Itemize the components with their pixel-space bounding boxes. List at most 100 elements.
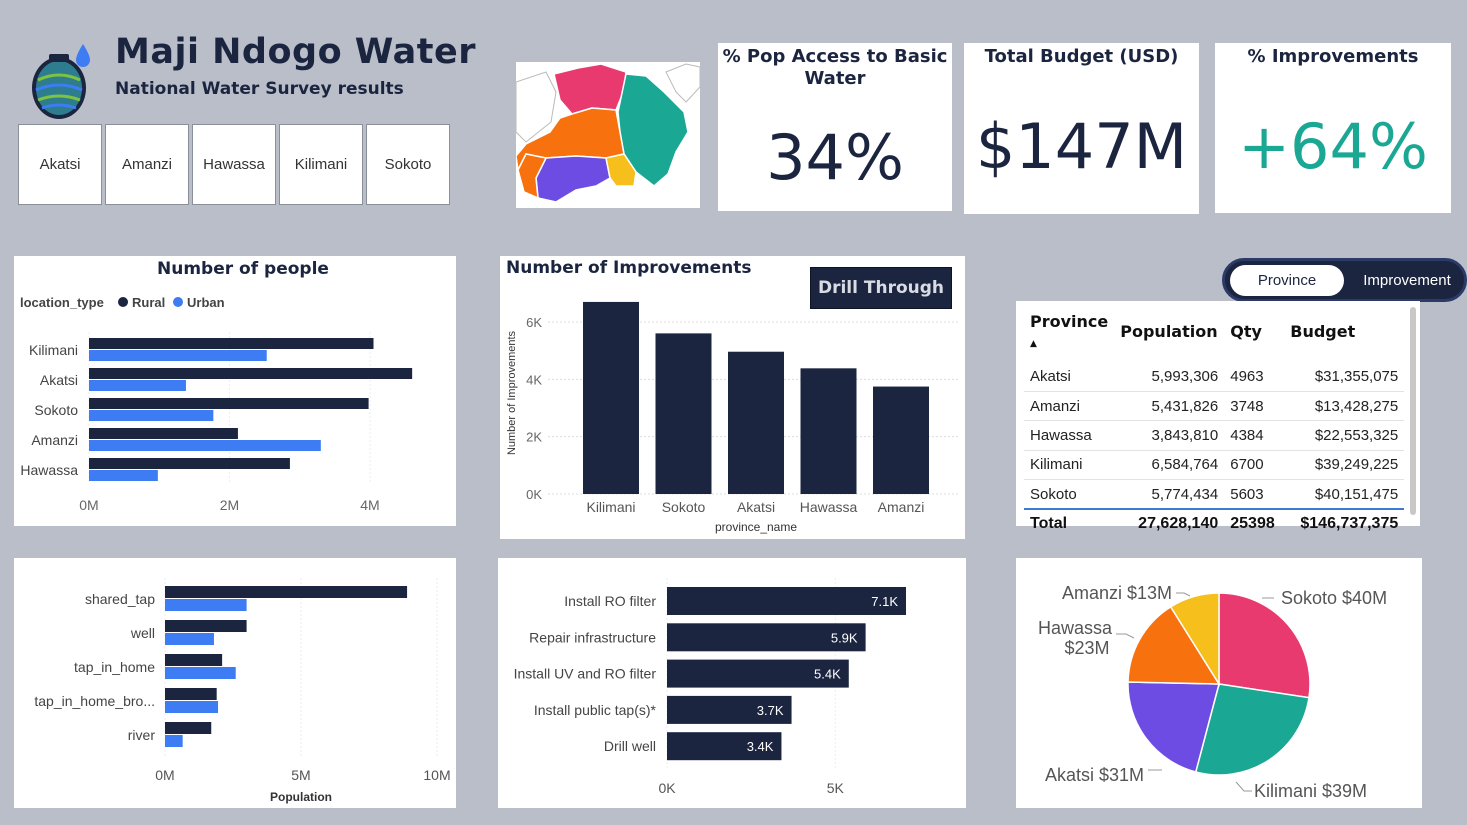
- y-tick-label: Install public tap(s)*: [534, 702, 657, 718]
- table-header-province[interactable]: Province ▲: [1030, 312, 1109, 349]
- slicer-button-akatsi[interactable]: Akatsi: [18, 124, 102, 205]
- x-tick-label: Sokoto: [662, 499, 706, 515]
- bar-urban-akatsi: [89, 380, 186, 391]
- bar-urban-amanzi: [89, 440, 321, 451]
- drill-through-button[interactable]: Drill Through: [810, 267, 952, 309]
- improvement-types-chart: 0K 5K Install RO filter 7.1K Repair infrastr…: [514, 578, 906, 796]
- y-tick-label: 0K: [526, 487, 542, 502]
- kpi-access-title-line1: % Pop Access to Basic: [722, 46, 948, 67]
- pie-slice-sokoto: [1218, 592, 1311, 699]
- x-axis-label: province_name: [715, 520, 797, 534]
- y-tick-label: tap_in_home_bro...: [34, 693, 155, 709]
- y-tick-label: 2K: [526, 430, 542, 445]
- view-toggle[interactable]: Province Improvement: [1222, 258, 1467, 302]
- bar-urban-well: [165, 633, 214, 645]
- legend-label-urban: Urban: [187, 295, 225, 310]
- slicer-button-sokoto[interactable]: Sokoto: [366, 124, 450, 205]
- table-cell: $22,553,325: [1284, 420, 1405, 451]
- bar-urban-kilimani: [89, 350, 267, 361]
- table-total-cell: Total: [1024, 507, 1115, 539]
- slicer-button-hawassa[interactable]: Hawassa: [192, 124, 276, 205]
- table-header-population[interactable]: Population: [1120, 321, 1218, 341]
- bar-rural-shared-tap: [165, 586, 408, 598]
- bar-install-public-tap-s: [667, 695, 792, 724]
- y-tick-label: Repair infrastructure: [529, 629, 656, 645]
- y-tick-label: Hawassa: [20, 462, 78, 478]
- table-total-cell: $146,737,375: [1284, 507, 1405, 539]
- people-chart: location_type Rural Urban 0M 2M 4M Kilimani Aka…: [20, 295, 413, 513]
- data-label: 3.4K: [747, 739, 774, 754]
- table-row[interactable]: Hawassa 3,843,810 4384 $22,553,325: [1024, 420, 1405, 451]
- table-scrollbar[interactable]: [1410, 307, 1416, 515]
- table-row[interactable]: Kilimani 6,584,764 6700 $39,249,225: [1024, 450, 1405, 481]
- table-header-budget[interactable]: Budget: [1290, 321, 1356, 341]
- table-cell: 6700: [1224, 450, 1285, 481]
- pie-slice-akatsi: [1127, 681, 1220, 773]
- bar-rural-kilimani: [89, 338, 374, 349]
- kpi-access-value: 34%: [766, 121, 904, 194]
- table-cell: 5,431,826: [1114, 391, 1225, 422]
- province-table-card: Province ▲ Population Qty Budget Akatsi 5,993…: [1016, 301, 1420, 539]
- x-tick-label: 10M: [423, 767, 450, 783]
- bar-install-ro-filter: [667, 587, 906, 615]
- table-cell: $13,428,275: [1284, 391, 1405, 422]
- types-chart-card: 0K 5K Install RO filter 7.1K Repair infrastr…: [498, 558, 966, 808]
- leader-line: [1235, 781, 1252, 792]
- bar-rural-river: [165, 722, 212, 734]
- improvements-chart-card: Number of Improvements 0K 2K 4K 6K Number of…: [500, 256, 965, 539]
- kpi-budget-title: Total Budget (USD): [984, 46, 1179, 67]
- province-map[interactable]: [515, 62, 701, 208]
- slicer-button-amanzi[interactable]: Amanzi: [105, 124, 189, 205]
- page-subtitle: National Water Survey results: [115, 79, 404, 99]
- sources-chart-card: 0M 5M 10M shared_tap well tap_in_home tap_in_h…: [14, 558, 456, 808]
- people-chart-card: Number of people location_type Rural Urban…: [14, 256, 456, 526]
- kpi-access-title: % Pop Access to Basic Water: [718, 46, 952, 90]
- leader-line: [1116, 633, 1135, 639]
- slicer-button-kilimani[interactable]: Kilimani: [279, 124, 363, 205]
- bar-rural-well: [165, 620, 247, 632]
- y-tick-label: Install UV and RO filter: [514, 666, 657, 682]
- table-cell: 4963: [1224, 362, 1285, 392]
- table-cell: 3,843,810: [1114, 420, 1225, 451]
- bar-rural-tap-in-home: [165, 654, 223, 666]
- x-tick-label: 0K: [658, 780, 676, 796]
- bar-rural-amanzi: [89, 428, 238, 439]
- pie-label-kilimani: Kilimani $39M: [1254, 781, 1367, 801]
- legend-marker-rural: [118, 297, 128, 307]
- y-tick-label: Kilimani: [29, 342, 78, 358]
- table-cell: $40,151,475: [1284, 479, 1405, 510]
- legend-title: location_type: [20, 295, 104, 310]
- bar-rural-sokoto: [89, 398, 369, 409]
- y-tick-label: tap_in_home: [74, 659, 155, 675]
- table-cell: 5,993,306: [1114, 362, 1225, 392]
- improvements-chart: 0K 2K 4K 6K Number of Improvements Kilimani So…: [506, 301, 958, 534]
- logo-icon: [30, 40, 96, 122]
- x-tick-label: 5K: [827, 780, 845, 796]
- kpi-improvements-title: % Improvements: [1247, 46, 1419, 67]
- table-cell: Hawassa: [1024, 420, 1115, 451]
- kpi-budget-value: $147M: [975, 110, 1188, 183]
- map-region-amanzi: [535, 155, 611, 203]
- bar-kilimani: [583, 301, 639, 494]
- table-row[interactable]: Akatsi 5,993,306 4963 $31,355,075: [1024, 362, 1405, 392]
- table-row[interactable]: Amanzi 5,431,826 3748 $13,428,275: [1024, 391, 1405, 422]
- data-label: 7.1K: [871, 594, 898, 609]
- table-row[interactable]: Sokoto 5,774,434 5603 $40,151,475: [1024, 479, 1405, 510]
- kpi-improvements-value: +64%: [1238, 110, 1428, 183]
- pie-label-hawassa-value: $23M: [1064, 638, 1109, 658]
- table-cell: $31,355,075: [1284, 362, 1405, 392]
- y-tick-label: Drill well: [604, 738, 656, 754]
- toggle-improvement[interactable]: Improvement: [1363, 272, 1451, 289]
- toggle-province[interactable]: Province: [1230, 265, 1344, 296]
- pie-label-hawassa: Hawassa: [1038, 618, 1113, 638]
- y-axis-label: Number of Improvements: [506, 330, 518, 455]
- pie-slice-kilimani: [1194, 683, 1310, 776]
- table-cell: Amanzi: [1024, 391, 1115, 422]
- bar-sokoto: [655, 333, 712, 494]
- y-tick-label: Amanzi: [31, 432, 78, 448]
- bar-rural-hawassa: [89, 458, 290, 469]
- table-header-qty[interactable]: Qty: [1230, 321, 1262, 341]
- bar-urban-hawassa: [89, 470, 158, 481]
- budget-pie-card: Sokoto $40M Kilimani $39M Akatsi $31M Hawas…: [1016, 558, 1422, 808]
- bar-akatsi: [728, 351, 784, 494]
